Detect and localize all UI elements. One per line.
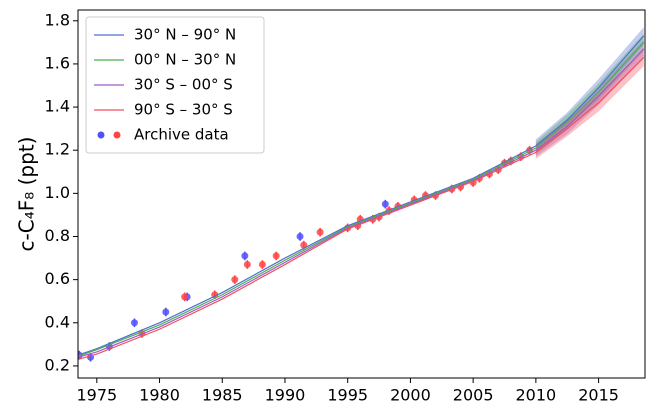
archive-point bbox=[241, 252, 249, 260]
archive-point bbox=[296, 232, 304, 240]
y-tick-label: 1.6 bbox=[45, 53, 70, 72]
y-tick-label: 0.8 bbox=[45, 226, 70, 245]
y-tick-label: 1.2 bbox=[45, 140, 70, 159]
x-tick-label: 2015 bbox=[578, 386, 619, 405]
plot-frame bbox=[77, 9, 646, 379]
archive-point bbox=[243, 261, 251, 269]
legend-label: 00° N – 30° N bbox=[134, 51, 236, 69]
x-tick-label: 1990 bbox=[265, 386, 306, 405]
y-tick-label: 1.0 bbox=[45, 183, 70, 202]
y-axis-label: c-C₄F₈ (ppt) bbox=[15, 137, 39, 252]
archive-point bbox=[181, 293, 189, 301]
y-tick-label: 0.4 bbox=[45, 312, 70, 331]
x-tick-label: 2005 bbox=[453, 386, 494, 405]
series-line bbox=[78, 57, 645, 361]
archive-point bbox=[162, 308, 170, 316]
y-tick-label: 0.2 bbox=[45, 355, 70, 374]
legend-swatch bbox=[97, 131, 105, 139]
archive-point bbox=[130, 319, 138, 327]
archive-point bbox=[272, 252, 280, 260]
archive-point bbox=[258, 261, 266, 269]
archive-point bbox=[231, 276, 239, 284]
y-tick-label: 0.6 bbox=[45, 269, 70, 288]
legend-box bbox=[85, 16, 265, 154]
legend-label: 30° N – 90° N bbox=[134, 26, 236, 44]
y-tick-label: 1.8 bbox=[45, 10, 70, 29]
legend-swatch bbox=[113, 131, 121, 139]
x-tick-label: 2000 bbox=[390, 386, 431, 405]
y-tick-label: 1.4 bbox=[45, 97, 70, 116]
x-tick-label: 1980 bbox=[139, 386, 180, 405]
legend-label: Archive data bbox=[134, 126, 229, 144]
x-tick-label: 1975 bbox=[76, 386, 117, 405]
series-line bbox=[78, 41, 645, 357]
archive-point bbox=[381, 200, 389, 208]
x-tick-label: 1995 bbox=[327, 386, 368, 405]
series-line bbox=[78, 35, 645, 356]
legend-label: 30° S – 00° S bbox=[134, 76, 233, 94]
series-line bbox=[78, 48, 645, 358]
x-tick-label: 1985 bbox=[202, 386, 243, 405]
archive-point bbox=[316, 228, 324, 236]
x-tick-label: 2010 bbox=[516, 386, 557, 405]
plot bbox=[78, 27, 645, 362]
uncertainty-band bbox=[535, 40, 644, 157]
uncertainty-band bbox=[535, 27, 644, 153]
legend-label: 90° S – 30° S bbox=[134, 101, 233, 119]
